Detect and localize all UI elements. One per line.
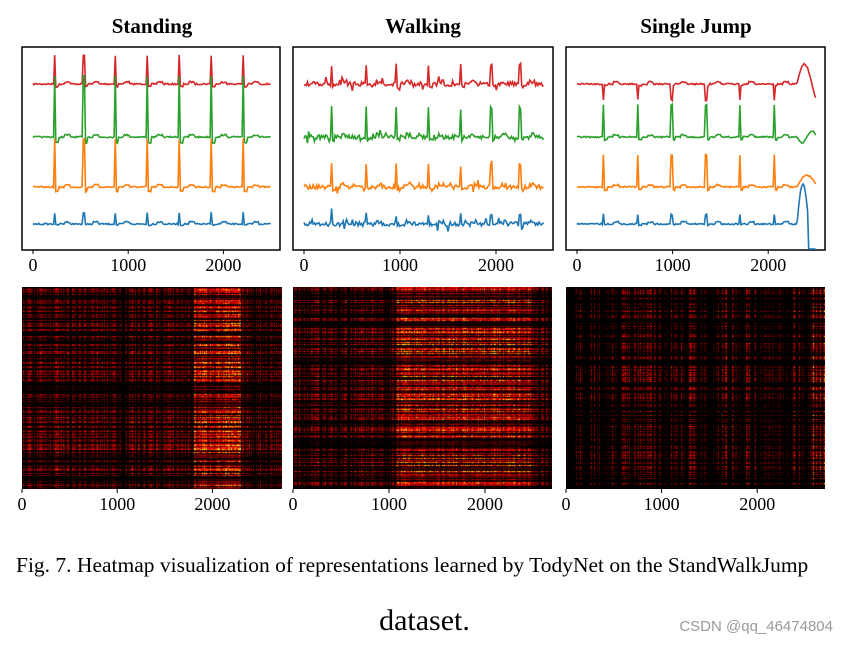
x-tick-label: 2000 bbox=[467, 494, 503, 514]
x-tick-label: 0 bbox=[300, 255, 309, 275]
x-tick-label: 0 bbox=[562, 494, 571, 514]
series-line bbox=[33, 137, 271, 194]
x-tick-label: 0 bbox=[18, 494, 27, 514]
x-tick-label: 2000 bbox=[750, 255, 786, 275]
title-standing: Standing bbox=[111, 14, 193, 38]
x-tick-label: 1000 bbox=[110, 255, 146, 275]
x-tick-label: 2000 bbox=[739, 494, 775, 514]
x-tick-label: 0 bbox=[29, 255, 38, 275]
heatmap-single-jump bbox=[566, 287, 825, 489]
series-line bbox=[32, 54, 271, 89]
figure-caption: Fig. 7. Heatmap visualization of represe… bbox=[16, 553, 809, 577]
series-line bbox=[576, 182, 816, 250]
axes-frame bbox=[21, 46, 281, 251]
title-walking: Walking bbox=[385, 14, 461, 38]
heatmap-walking bbox=[293, 287, 552, 489]
series-line bbox=[32, 74, 271, 145]
x-tick-label: 1000 bbox=[99, 494, 135, 514]
series-line bbox=[576, 153, 817, 192]
x-tick-label: 0 bbox=[573, 255, 582, 275]
series-line bbox=[303, 61, 544, 92]
line-charts: 0 1000 2000 0 1000 2000 0 1000 2000 0 1000 2000 0 100… bbox=[18, 46, 826, 514]
title-single-jump: Single Jump bbox=[640, 14, 752, 38]
series-line bbox=[32, 212, 271, 227]
x-tick-label: 0 bbox=[289, 494, 298, 514]
axes-frame bbox=[292, 46, 554, 251]
x-tick-label: 1000 bbox=[382, 255, 418, 275]
series-line bbox=[303, 208, 545, 232]
x-tick-label: 1000 bbox=[644, 494, 680, 514]
series-line bbox=[303, 160, 544, 194]
x-tick-label: 1000 bbox=[371, 494, 407, 514]
series-line bbox=[576, 102, 817, 144]
x-tick-label: 2000 bbox=[194, 494, 230, 514]
series-line bbox=[576, 62, 817, 103]
series-line bbox=[303, 103, 545, 145]
x-tick-label: 2000 bbox=[205, 255, 241, 275]
figure-caption-tail: dataset. bbox=[379, 604, 470, 637]
x-tick-label: 2000 bbox=[478, 255, 514, 275]
heatmap-standing bbox=[22, 287, 282, 489]
watermark: CSDN @qq_46474804 bbox=[679, 618, 833, 635]
x-tick-label: 1000 bbox=[655, 255, 691, 275]
axes-frame bbox=[565, 46, 826, 251]
